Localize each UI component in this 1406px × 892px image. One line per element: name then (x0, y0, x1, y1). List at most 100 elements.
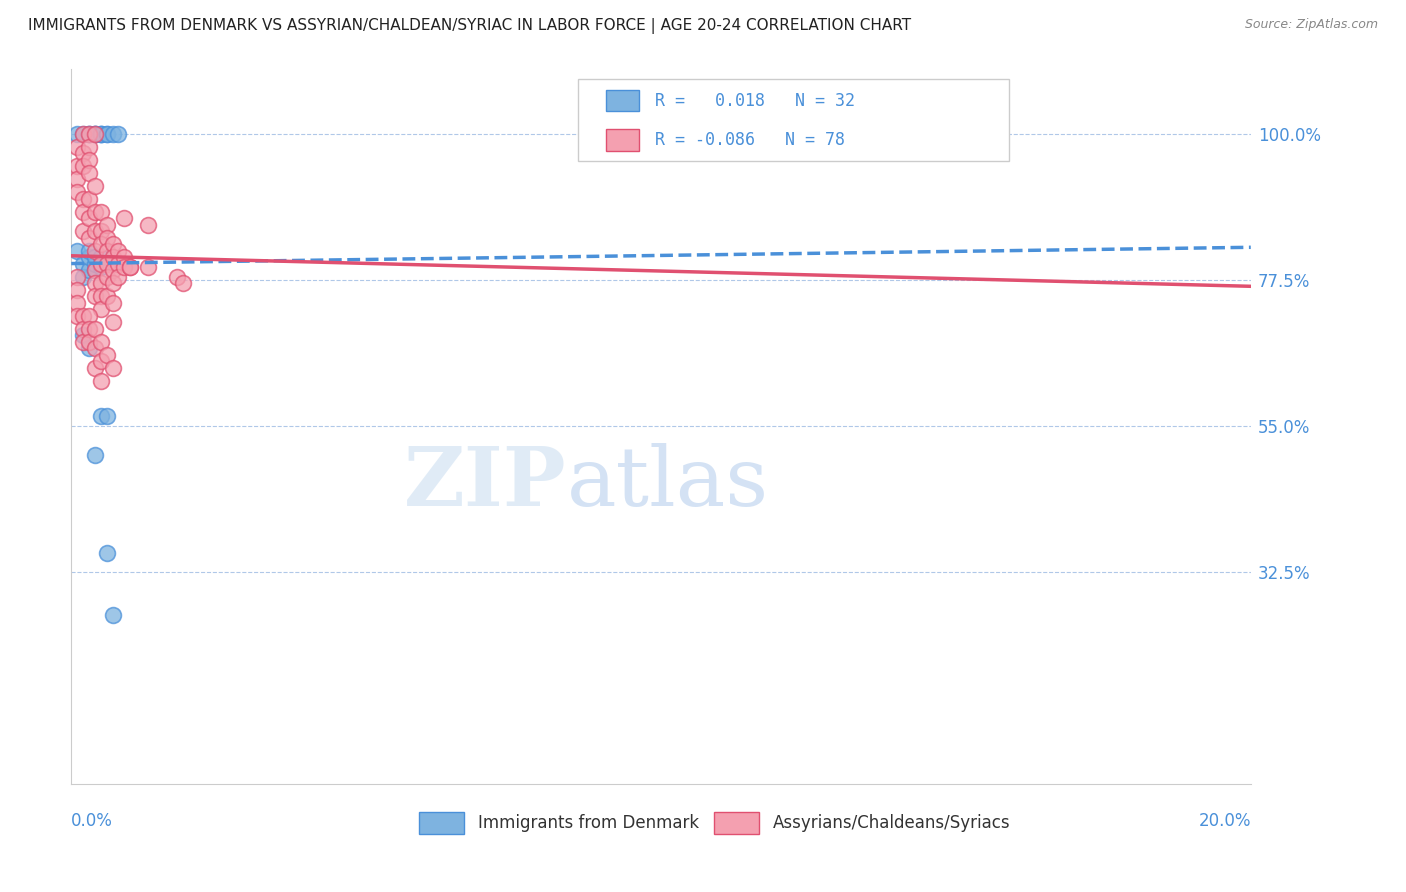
Point (83, 244, 105, 258)
Point (101, 263, 124, 277)
Point (66, 127, 89, 141)
Point (72, 146, 94, 161)
Point (136, 218, 159, 232)
Text: 0.0%: 0.0% (72, 813, 112, 830)
Point (83, 263, 105, 277)
Point (90, 256, 112, 270)
Point (77, 127, 100, 141)
Point (83, 250, 105, 264)
Point (96, 244, 118, 258)
FancyBboxPatch shape (714, 812, 759, 834)
Point (72, 321, 94, 335)
Text: Assyrians/Chaldeans/Syriacs: Assyrians/Chaldeans/Syriacs (773, 814, 1011, 832)
Point (101, 607, 124, 622)
Point (66, 269, 89, 284)
Point (112, 211, 135, 225)
Point (72, 269, 94, 284)
Point (166, 269, 188, 284)
Point (72, 127, 94, 141)
Text: IMMIGRANTS FROM DENMARK VS ASSYRIAN/CHALDEAN/SYRIAC IN LABOR FORCE | AGE 20-24 C: IMMIGRANTS FROM DENMARK VS ASSYRIAN/CHAL… (28, 18, 911, 34)
Point (90, 276, 112, 290)
Point (90, 260, 112, 274)
Point (77, 139, 100, 153)
Point (101, 250, 124, 264)
Point (101, 237, 124, 252)
Point (77, 127, 100, 141)
Point (77, 165, 100, 179)
Point (66, 283, 89, 297)
Point (72, 192, 94, 206)
Point (72, 159, 94, 173)
Point (72, 256, 94, 270)
Point (96, 546, 118, 560)
Point (107, 269, 129, 284)
Point (120, 260, 142, 274)
Point (83, 127, 105, 141)
Point (83, 127, 105, 141)
Point (83, 448, 105, 462)
Point (83, 224, 105, 238)
Point (83, 360, 105, 375)
FancyBboxPatch shape (419, 812, 464, 834)
Point (90, 127, 112, 141)
Point (90, 334, 112, 349)
Text: R =   0.018   N = 32: R = 0.018 N = 32 (655, 92, 855, 110)
Point (101, 295, 124, 310)
Point (90, 374, 112, 388)
Point (90, 224, 112, 238)
Point (90, 127, 112, 141)
Point (90, 301, 112, 316)
Point (72, 334, 94, 349)
Point (83, 289, 105, 303)
Point (83, 204, 105, 219)
Point (83, 263, 105, 277)
Point (72, 224, 94, 238)
Point (83, 127, 105, 141)
Point (96, 289, 118, 303)
Point (77, 153, 100, 167)
Point (96, 230, 118, 244)
Point (77, 127, 100, 141)
Point (77, 309, 100, 323)
Point (120, 260, 142, 274)
Point (72, 328, 94, 343)
Text: Immigrants from Denmark: Immigrants from Denmark (478, 814, 699, 832)
Point (72, 127, 94, 141)
Point (96, 218, 118, 232)
Text: R = -0.086   N = 78: R = -0.086 N = 78 (655, 131, 845, 149)
Point (101, 276, 124, 290)
Point (90, 289, 112, 303)
Point (77, 230, 100, 244)
Point (66, 244, 89, 258)
Point (83, 256, 105, 270)
Point (66, 159, 89, 173)
Text: atlas: atlas (567, 443, 769, 524)
Point (72, 204, 94, 219)
Point (101, 360, 124, 375)
Point (83, 276, 105, 290)
Point (66, 309, 89, 323)
FancyBboxPatch shape (578, 79, 1010, 161)
Point (101, 315, 124, 329)
Text: ZIP: ZIP (404, 443, 567, 524)
Point (77, 211, 100, 225)
Point (90, 354, 112, 368)
Point (77, 250, 100, 264)
Point (90, 204, 112, 219)
Point (96, 409, 118, 424)
Point (72, 309, 94, 323)
Point (90, 127, 112, 141)
Point (83, 178, 105, 193)
Point (66, 172, 89, 186)
Point (77, 263, 100, 277)
Point (90, 250, 112, 264)
Point (66, 295, 89, 310)
FancyBboxPatch shape (606, 90, 638, 112)
FancyBboxPatch shape (606, 129, 638, 151)
Point (66, 185, 89, 199)
Point (77, 192, 100, 206)
Point (77, 321, 100, 335)
Point (96, 256, 118, 270)
Point (96, 269, 118, 284)
Point (96, 127, 118, 141)
